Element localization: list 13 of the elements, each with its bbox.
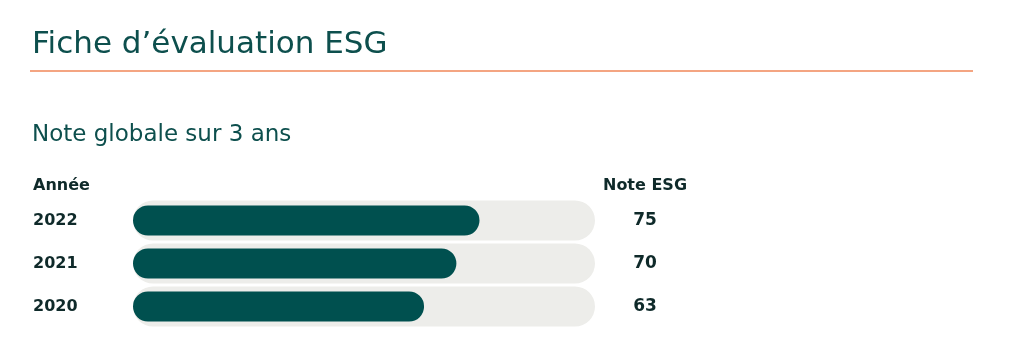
bar [133, 291, 425, 322]
bar [133, 248, 457, 279]
data-label: 63 [633, 294, 657, 315]
chart-subtitle: Note globale sur 3 ans [32, 120, 292, 146]
data-label: 75 [633, 208, 657, 229]
y-tick-label: 2020 [33, 295, 78, 315]
data-label: 70 [633, 251, 657, 272]
chart-title: Fiche d’évaluation ESG [32, 24, 388, 60]
y-tick-label: 2022 [33, 209, 78, 229]
y-tick-label: 2021 [33, 252, 78, 272]
y-axis-title: Année [33, 175, 91, 195]
bar [133, 205, 480, 236]
x-axis-title: Note ESG [602, 175, 688, 195]
